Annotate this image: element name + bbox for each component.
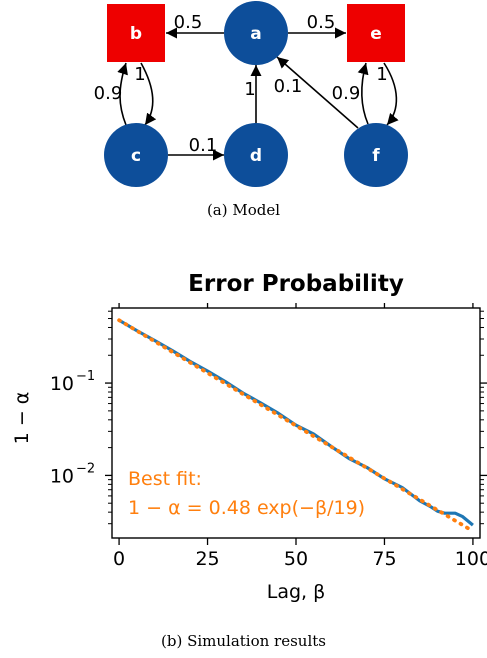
y-tick-label: 10: [50, 373, 74, 395]
node-a-label: a: [250, 24, 261, 44]
node-f-circle: [344, 123, 408, 187]
node-a: a: [224, 1, 288, 65]
model-caption: (a) Model: [206, 201, 281, 219]
edge-label-f-e: 0.9: [332, 83, 361, 104]
edge-f-e: [357, 62, 369, 125]
data-line: [118, 318, 474, 527]
model-graph: a b c d e f 0.5 0.5 1 0.9 0.1 1 0.1 0.9 1: [94, 1, 408, 187]
node-c-label: c: [131, 146, 141, 166]
y-axis-label: 1 − α: [11, 392, 33, 445]
edge-e-f: [383, 62, 399, 126]
edge-f-a: [276, 56, 359, 129]
node-e-label: e: [370, 24, 382, 44]
node-b-square: [107, 4, 165, 62]
edge-label-a-e: 0.5: [307, 12, 336, 33]
node-d: d: [224, 123, 288, 187]
graph-edge-labels: 0.5 0.5 1 0.9 0.1 1 0.1 0.9 1: [94, 12, 388, 156]
edge-label-c-d: 0.1: [189, 135, 218, 156]
annotation-line1: Best fit:: [128, 468, 202, 490]
edge-c-b: [117, 62, 128, 126]
x-tick-label: 75: [372, 548, 396, 570]
x-tick-label: 0: [113, 548, 125, 570]
node-d-label: d: [250, 146, 262, 166]
edge-label-f-a: 0.1: [274, 76, 303, 97]
fit-line: [117, 318, 475, 534]
edge-b-c: [140, 62, 157, 126]
node-a-circle: [224, 1, 288, 65]
y-tick-label-exponent: −1: [76, 369, 95, 384]
x-tick-label: 100: [455, 548, 487, 570]
x-tick-label: 50: [284, 548, 308, 570]
chart-title: Error Probability: [188, 271, 404, 297]
node-f: f: [344, 123, 408, 187]
x-tick-label: 25: [195, 548, 219, 570]
results-caption: (b) Simulation results: [161, 632, 326, 650]
edge-label-d-a: 1: [244, 79, 255, 100]
node-e: e: [347, 4, 405, 62]
node-b-label: b: [130, 24, 142, 44]
node-c: c: [104, 123, 168, 187]
y-tick-label-exponent: −2: [76, 461, 95, 476]
edge-label-e-f: 1: [376, 64, 387, 85]
annotation-line2: 1 − α = 0.48 exp(−β/19): [128, 497, 365, 519]
node-e-square: [347, 4, 405, 62]
node-b: b: [107, 4, 165, 62]
edge-label-c-b: 0.9: [94, 83, 123, 104]
y-tick-label: 10: [50, 465, 74, 487]
x-axis-label: Lag, β: [267, 581, 326, 603]
edge-label-a-b: 0.5: [174, 12, 203, 33]
node-f-label: f: [372, 146, 380, 166]
node-d-circle: [224, 123, 288, 187]
graph-nodes: a b c d e f: [104, 1, 408, 187]
graph-edges: [117, 27, 399, 161]
node-c-circle: [104, 123, 168, 187]
edge-label-b-c: 1: [134, 64, 145, 85]
